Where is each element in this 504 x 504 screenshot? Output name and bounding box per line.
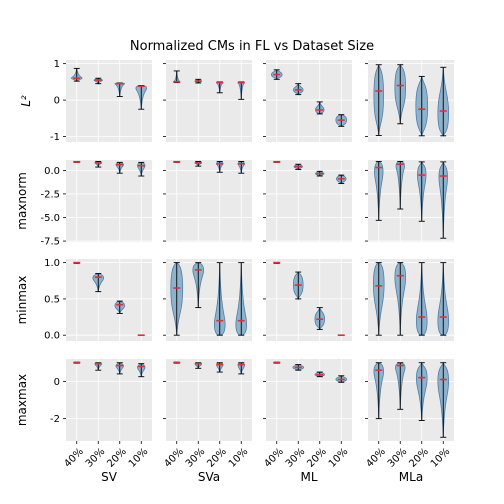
y-tick-label: -7.5 — [40, 237, 60, 248]
y-tick-label: 0.0 — [44, 331, 60, 342]
x-tick-label: 10% — [327, 446, 351, 470]
x-tick-label: 10% — [127, 446, 151, 470]
x-tick-label: 40% — [262, 446, 286, 470]
y-tick-label: -2 — [50, 414, 60, 425]
panel-L²-SVa — [163, 60, 252, 142]
row-label: L² — [19, 95, 33, 107]
x-tick-label: 40% — [162, 446, 186, 470]
y-tick-label: 0 — [54, 96, 60, 107]
panel-background — [166, 60, 252, 142]
panel-background — [166, 160, 252, 242]
panel-background — [266, 160, 352, 242]
y-tick-label: -5.0 — [40, 213, 60, 224]
panel-maxmax-ML: 40%30%20%10% ML — [262, 359, 352, 484]
x-tick-label: 20% — [305, 446, 329, 470]
column-label: SVa — [198, 470, 220, 484]
column-label: SV — [101, 470, 118, 484]
panel-maxmax-SVa: 40%30%20%10% SVa — [162, 359, 252, 484]
panel-maxnorm-SV: 0.0 -2.5 -5.0 -7.5 maxnorm — [15, 160, 152, 248]
panel-maxmax-MLa: 40%30%20%10% MLa — [364, 359, 454, 484]
panel-minmax-SV: 1.0 0.5 0.0 minmax — [15, 258, 152, 342]
column-label: MLa — [399, 470, 423, 484]
panel-L²-MLa — [365, 60, 454, 142]
row-label: maxmax — [15, 374, 29, 426]
x-tick-label: 30% — [184, 446, 208, 470]
panel-L²-SV: 1 0 -1 L² — [19, 59, 152, 143]
panel-L²-ML — [263, 60, 352, 142]
panel-maxnorm-MLa — [365, 160, 454, 242]
panel-minmax-MLa — [365, 259, 454, 341]
panel-background — [66, 359, 152, 441]
x-tick-label: 30% — [284, 446, 308, 470]
x-tick-label: 10% — [429, 446, 453, 470]
panel-background — [266, 359, 352, 441]
x-tick-label: 20% — [407, 446, 431, 470]
y-tick-label: 0 — [54, 377, 60, 388]
y-tick-label: 1.0 — [44, 258, 60, 269]
x-tick-label: 40% — [62, 446, 86, 470]
y-tick-label: 0.5 — [44, 294, 60, 305]
panel-background — [266, 259, 352, 341]
row-label: minmax — [15, 276, 29, 325]
panel-minmax-SVa — [163, 259, 252, 341]
x-tick-label: 20% — [205, 446, 229, 470]
panel-background — [66, 259, 152, 341]
y-tick-label: 1 — [54, 59, 60, 70]
y-tick-label: -1 — [50, 132, 60, 143]
x-tick-label: 40% — [364, 446, 388, 470]
chart-title: Normalized CMs in FL vs Dataset Size — [130, 39, 374, 54]
panel-background — [66, 160, 152, 242]
panel-maxnorm-ML — [263, 160, 352, 242]
column-label: ML — [300, 470, 317, 484]
x-tick-label: 10% — [227, 446, 251, 470]
panel-minmax-ML — [263, 259, 352, 341]
x-tick-label: 30% — [84, 446, 108, 470]
panel-maxmax-SV: 0 -2 maxmax 40%30%20%10% SV — [15, 359, 152, 484]
y-tick-label: -2.5 — [40, 189, 60, 200]
x-tick-label: 30% — [386, 446, 410, 470]
row-label: maxnorm — [15, 172, 29, 230]
panels: 1 0 -1 L² 0.0 -2.5 -5.0 -7.5 maxnorm 1.0 0.5 0.0 min… — [15, 59, 454, 484]
panel-background — [66, 60, 152, 142]
panel-maxnorm-SVa — [163, 160, 252, 242]
x-tick-label: 20% — [105, 446, 129, 470]
y-tick-label: 0.0 — [44, 166, 60, 177]
panel-background — [166, 359, 252, 441]
